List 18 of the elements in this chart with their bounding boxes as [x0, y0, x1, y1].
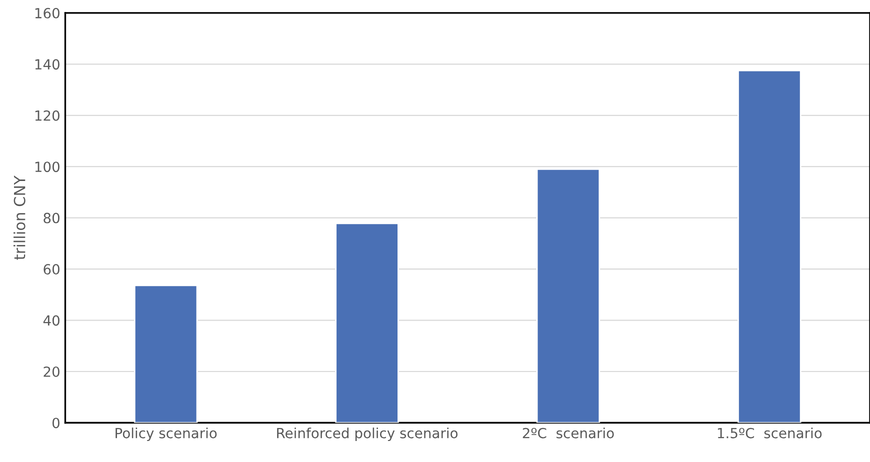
x-tick-label: Reinforced policy scenario: [277, 428, 458, 442]
y-tick-label: 100: [35, 162, 60, 172]
bar: [536, 168, 600, 423]
bar: [335, 222, 399, 423]
bar: [134, 284, 198, 423]
x-tick-label: Policy scenario: [116, 428, 217, 442]
y-tick-label: 40: [43, 315, 60, 326]
y-tick-label: 120: [35, 110, 60, 121]
bar: [738, 70, 802, 423]
y-axis-title: trillion CNY: [14, 176, 26, 260]
x-tick-label: 2ºC scenario: [522, 428, 614, 438]
x-tick-label: 1.5ºC scenario: [718, 428, 822, 438]
y-tick-label: 0: [52, 418, 60, 428]
y-tick-label: 20: [44, 366, 60, 377]
y-tick-label: 80: [44, 212, 60, 224]
y-tick-label: 60: [44, 264, 60, 275]
y-tick-label: 160: [35, 8, 60, 18]
y-tick-label: 140: [35, 59, 60, 70]
